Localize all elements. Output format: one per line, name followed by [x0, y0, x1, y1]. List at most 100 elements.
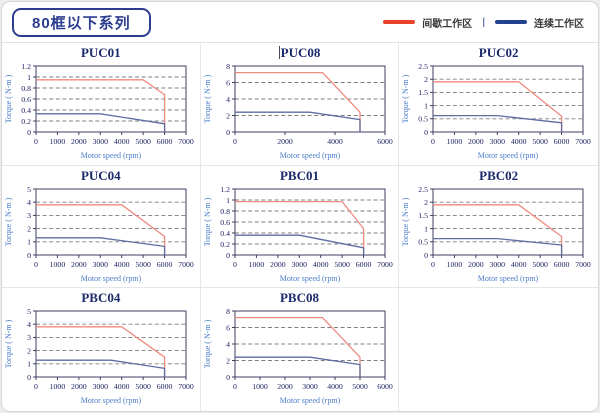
svg-text:0: 0 — [233, 137, 237, 146]
svg-text:4000: 4000 — [114, 382, 130, 391]
svg-text:3000: 3000 — [92, 137, 108, 146]
chart-grid: PUC01 0 0.2 0.4 0.6 0.8 1 1.2 0 1000 2000 3000 4000… — [2, 42, 598, 411]
svg-text:0.4: 0.4 — [21, 106, 31, 115]
svg-text:0: 0 — [226, 373, 230, 382]
svg-text:8: 8 — [226, 307, 230, 316]
svg-text:6000: 6000 — [377, 382, 393, 391]
chart-puc01: PUC01 0 0.2 0.4 0.6 0.8 1 1.2 0 1000 2000 3000 4000… — [2, 43, 201, 166]
chart-title-text: PUC02 — [478, 45, 519, 60]
svg-text:Torque ( N-m ): Torque ( N-m ) — [4, 197, 13, 246]
svg-text:5000: 5000 — [135, 382, 151, 391]
svg-text:Motor speed (rpm): Motor speed (rpm) — [81, 274, 142, 283]
svg-text:0: 0 — [27, 373, 31, 382]
svg-text:5000: 5000 — [135, 137, 151, 146]
svg-text:2: 2 — [27, 347, 31, 356]
svg-text:Motor speed (rpm): Motor speed (rpm) — [81, 151, 142, 160]
svg-text:2000: 2000 — [277, 137, 293, 146]
svg-text:1: 1 — [226, 195, 230, 204]
svg-text:0: 0 — [233, 260, 237, 269]
chart-title-text: PBC01 — [279, 167, 319, 183]
svg-text:0: 0 — [226, 128, 230, 137]
chart-pbc04: PBC04 0 1 2 3 4 5 0 1000 2000 3000 4000 5000 6000 700… — [2, 288, 201, 411]
svg-text:0.5: 0.5 — [419, 115, 429, 124]
svg-text:Torque ( N-m ): Torque ( N-m ) — [203, 320, 212, 369]
svg-text:Motor speed (rpm): Motor speed (rpm) — [478, 151, 539, 160]
svg-text:2000: 2000 — [270, 260, 286, 269]
svg-text:7000: 7000 — [178, 137, 194, 146]
svg-text:3000: 3000 — [490, 137, 506, 146]
svg-text:Torque ( N-m ): Torque ( N-m ) — [401, 197, 410, 246]
svg-text:3000: 3000 — [92, 382, 108, 391]
svg-text:4000: 4000 — [114, 260, 130, 269]
svg-text:6: 6 — [226, 78, 230, 87]
chart-plot: 0 2 4 6 8 0 1000 2000 3000 4000 5000 6000 Motor spee… — [201, 305, 399, 410]
svg-text:7000: 7000 — [178, 382, 194, 391]
chart-plot: 0 1 2 3 4 5 0 1000 2000 3000 4000 5000 6000 7000 Motor… — [2, 305, 200, 410]
chart-title: PBC08 — [201, 290, 399, 305]
svg-text:6000: 6000 — [377, 137, 393, 146]
svg-text:3000: 3000 — [92, 260, 108, 269]
chart-title-text: PBC02 — [479, 167, 519, 183]
svg-text:1000: 1000 — [252, 382, 268, 391]
svg-text:0: 0 — [34, 137, 38, 146]
svg-text:0: 0 — [226, 250, 230, 259]
svg-text:1000: 1000 — [248, 260, 264, 269]
svg-text:1000: 1000 — [447, 137, 463, 146]
svg-text:Torque ( N-m ): Torque ( N-m ) — [401, 74, 410, 123]
chart-title: PUC02 — [399, 45, 598, 60]
svg-text:2000: 2000 — [468, 137, 484, 146]
svg-text:4: 4 — [27, 320, 31, 329]
svg-text:0: 0 — [431, 260, 435, 269]
svg-text:1: 1 — [27, 73, 31, 82]
chart-plot: 0 2 4 6 8 0 2000 4000 6000 Motor speed (rpm) Torqu… — [201, 60, 399, 164]
svg-text:Motor speed (rpm): Motor speed (rpm) — [279, 151, 340, 160]
svg-text:2.5: 2.5 — [419, 62, 429, 71]
svg-text:4000: 4000 — [114, 137, 130, 146]
svg-text:0.5: 0.5 — [419, 237, 429, 246]
svg-text:5000: 5000 — [334, 260, 350, 269]
svg-text:1.2: 1.2 — [21, 62, 31, 71]
chart-title-text: PUC01 — [80, 45, 121, 60]
svg-text:4: 4 — [27, 198, 31, 207]
svg-text:2: 2 — [226, 111, 230, 120]
chart-puc02: PUC02 0 0.5 1 1.5 2 2.5 0 1000 2000 3000 4000 5000 6… — [399, 43, 598, 166]
legend: 间歇工作区 | 连续工作区 — [383, 15, 584, 30]
intermittent-line-swatch — [383, 20, 416, 24]
chart-plot: 0 0.5 1 1.5 2 2.5 0 1000 2000 3000 4000 5000 6000 700… — [399, 60, 598, 164]
svg-text:2000: 2000 — [71, 137, 87, 146]
svg-text:3000: 3000 — [291, 260, 307, 269]
svg-text:0.6: 0.6 — [21, 95, 31, 104]
chart-title: PBC01 — [201, 168, 399, 183]
svg-text:5: 5 — [27, 307, 31, 316]
svg-text:0.6: 0.6 — [220, 217, 230, 226]
svg-text:0: 0 — [424, 128, 428, 137]
chart-pbc08: PBC08 0 2 4 6 8 0 1000 2000 3000 4000 5000 6000 Moto… — [201, 288, 400, 411]
svg-text:0.8: 0.8 — [220, 206, 230, 215]
svg-text:5000: 5000 — [352, 382, 368, 391]
svg-text:1.2: 1.2 — [220, 184, 230, 193]
chart-plot: 0 0.2 0.4 0.6 0.8 1 1.2 0 1000 2000 3000 4000 5000 60… — [2, 60, 200, 164]
svg-text:2: 2 — [226, 357, 230, 366]
svg-text:4: 4 — [226, 340, 230, 349]
svg-text:1000: 1000 — [50, 382, 66, 391]
svg-text:0.8: 0.8 — [21, 84, 31, 93]
chart-puc08: PUC08 0 2 4 6 8 0 2000 4000 6000 Motor speed (rpm… — [200, 43, 400, 166]
svg-text:6: 6 — [226, 324, 230, 333]
svg-text:0: 0 — [27, 250, 31, 259]
svg-text:6000: 6000 — [157, 382, 173, 391]
text-cursor-artifact — [278, 46, 280, 59]
svg-text:0: 0 — [431, 137, 435, 146]
empty-cell — [399, 288, 598, 411]
svg-text:1000: 1000 — [50, 137, 66, 146]
svg-text:4000: 4000 — [511, 260, 527, 269]
svg-text:0: 0 — [424, 250, 428, 259]
svg-text:Torque ( N-m ): Torque ( N-m ) — [203, 74, 212, 123]
svg-text:5000: 5000 — [533, 137, 549, 146]
svg-text:4000: 4000 — [511, 137, 527, 146]
svg-text:6000: 6000 — [554, 137, 570, 146]
svg-text:1.5: 1.5 — [419, 88, 429, 97]
chart-title: PUC01 — [2, 45, 200, 60]
svg-text:Motor speed (rpm): Motor speed (rpm) — [81, 396, 142, 405]
svg-text:2: 2 — [27, 224, 31, 233]
